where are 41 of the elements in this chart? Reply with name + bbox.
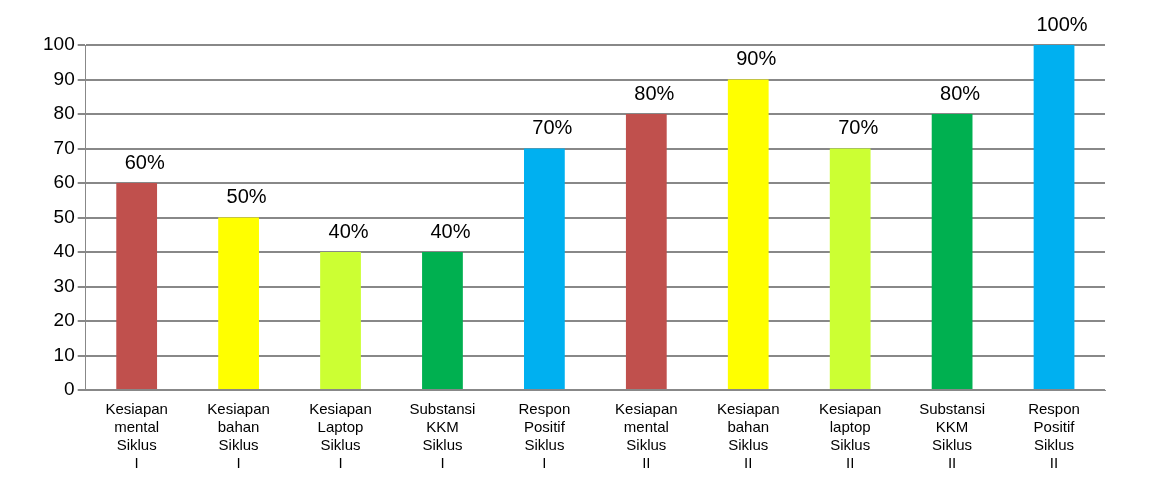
- x-tick-label: Kesiapan bahan Siklus I: [207, 400, 270, 472]
- bar: [116, 183, 158, 389]
- bar: [218, 217, 259, 389]
- bar: [829, 148, 871, 389]
- x-tick-label: Substansi KKM Siklus II: [919, 400, 986, 472]
- data-label: 50%: [226, 185, 267, 208]
- bar: [524, 148, 565, 389]
- y-tick-label: 60: [53, 171, 75, 193]
- x-tick-label: Kesiapan laptop Siklus II: [818, 400, 882, 472]
- bar: [931, 114, 973, 389]
- y-tick-label: 70: [53, 136, 75, 158]
- bar: [727, 79, 769, 389]
- bar: [422, 252, 463, 389]
- y-tick-label: 40: [53, 240, 75, 262]
- data-label: 40%: [430, 219, 471, 242]
- y-tick-label: 80: [53, 102, 75, 124]
- y-tick-label: 50: [53, 205, 75, 227]
- x-tick-label: Respon Positif Siklus II: [1028, 400, 1080, 472]
- x-tick-label: Respon Positif Siklus I: [518, 400, 571, 472]
- x-tick-label: Substansi KKM Siklus I: [409, 400, 476, 472]
- bar: [1033, 45, 1075, 389]
- data-label: 90%: [736, 47, 777, 70]
- bar: [625, 114, 667, 389]
- y-tick-label: 100: [43, 33, 75, 55]
- y-tick-label: 0: [64, 378, 75, 400]
- data-label: 80%: [634, 81, 675, 104]
- bar: [320, 252, 361, 389]
- y-tick-label: 30: [53, 274, 75, 296]
- y-tick-label: 20: [53, 309, 75, 331]
- y-tick-label: 90: [53, 67, 75, 89]
- data-label: 70%: [838, 116, 879, 139]
- x-tick-label: Kesiapan bahan Siklus II: [716, 400, 780, 472]
- data-label: 70%: [532, 116, 573, 139]
- data-label: 80%: [940, 81, 981, 104]
- x-tick-label: Kesiapan mental Siklus I: [105, 400, 168, 472]
- data-label: 100%: [1036, 12, 1088, 35]
- data-label: 40%: [328, 219, 369, 242]
- data-label: 60%: [124, 150, 165, 173]
- x-tick-label: Kesiapan Laptop Siklus I: [309, 400, 372, 472]
- y-tick-label: 10: [53, 343, 75, 365]
- x-tick-label: Kesiapan mental Siklus II: [615, 400, 678, 472]
